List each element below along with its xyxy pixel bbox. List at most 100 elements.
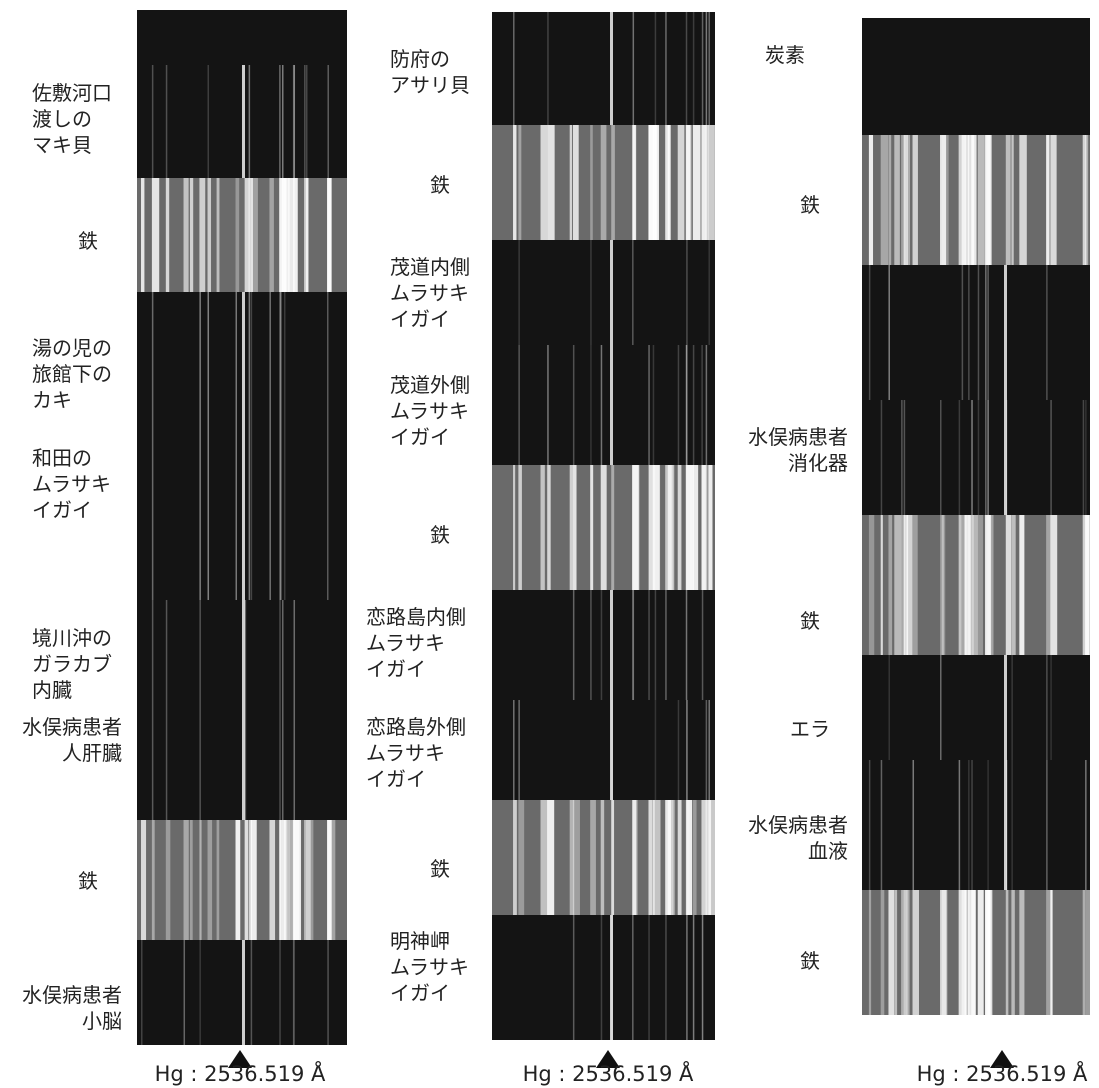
spectral-line bbox=[686, 800, 690, 915]
sample-label: 佐敷河口 渡しの マキ貝 bbox=[32, 80, 112, 158]
spectral-line bbox=[668, 465, 673, 590]
sample-label: 鉄 bbox=[400, 856, 480, 882]
spectral-line bbox=[686, 345, 688, 465]
spectral-line bbox=[888, 655, 890, 760]
spectral-line bbox=[904, 400, 906, 515]
spectral-line bbox=[304, 178, 306, 292]
spectral-line bbox=[959, 515, 962, 655]
spectral-line bbox=[570, 800, 575, 915]
spectral-line bbox=[962, 890, 967, 1015]
spectral-line bbox=[518, 345, 520, 465]
spectral-line bbox=[573, 345, 575, 465]
spectral-line bbox=[513, 12, 515, 125]
spectral-line bbox=[987, 760, 989, 890]
hg-line bbox=[610, 590, 613, 700]
spectral-line bbox=[655, 700, 657, 800]
spectral-line bbox=[869, 890, 871, 1015]
spectral-line bbox=[968, 760, 970, 890]
spectral-line bbox=[668, 125, 670, 240]
spectral-line bbox=[1011, 760, 1013, 890]
spectral-line bbox=[590, 800, 596, 915]
spectral-line bbox=[686, 465, 693, 590]
spectral-line bbox=[152, 292, 154, 600]
spectral-line bbox=[208, 178, 212, 292]
spectral-line bbox=[590, 590, 592, 700]
spectral-line bbox=[280, 820, 288, 940]
sample-label: 茂道内側 ムラサキ イガイ bbox=[390, 254, 470, 332]
spectral-line bbox=[279, 600, 281, 820]
caption: Hg : 2536.519 Å bbox=[892, 1062, 1099, 1086]
spectral-line bbox=[518, 800, 524, 915]
spectral-line bbox=[249, 65, 251, 178]
spectral-line bbox=[236, 292, 238, 600]
spectral-line bbox=[701, 800, 706, 915]
spectral-line bbox=[913, 515, 918, 655]
spectral-line bbox=[269, 820, 275, 940]
spectral-line bbox=[971, 890, 975, 1015]
spectral-line bbox=[513, 465, 515, 590]
sample-label: 水俣病患者 小脳 bbox=[22, 982, 122, 1034]
spectral-line bbox=[541, 125, 548, 240]
spectral-line bbox=[648, 915, 650, 1040]
spectral-line bbox=[971, 515, 978, 655]
spectral-line bbox=[686, 915, 688, 1040]
spectral-line bbox=[601, 125, 607, 240]
spectral-line bbox=[518, 240, 520, 345]
spectral-line bbox=[701, 345, 703, 465]
hg-line bbox=[610, 345, 613, 465]
spectral-line bbox=[1050, 515, 1057, 655]
spectral-line bbox=[611, 125, 615, 240]
spectral-line bbox=[978, 890, 984, 1015]
spectral-line bbox=[279, 940, 281, 1045]
spectral-line bbox=[249, 292, 251, 600]
spectral-line bbox=[601, 345, 603, 465]
spectral-line bbox=[590, 465, 593, 590]
spectral-line bbox=[152, 820, 155, 940]
spectral-line bbox=[152, 600, 154, 820]
spectral-line bbox=[978, 135, 985, 265]
spectral-line bbox=[590, 125, 593, 240]
spectral-line bbox=[940, 135, 946, 265]
spectral-line bbox=[959, 760, 961, 890]
sample-label: 境川沖の ガラカブ 内臓 bbox=[32, 625, 112, 703]
spectral-line bbox=[633, 12, 635, 125]
spectral-line bbox=[513, 125, 516, 240]
sample-label: 鉄 bbox=[770, 948, 850, 974]
spectral-line bbox=[236, 178, 240, 292]
spectral-line bbox=[245, 820, 248, 940]
spectral-line bbox=[907, 890, 910, 1015]
spectral-line bbox=[1083, 400, 1085, 515]
spectral-line bbox=[1085, 515, 1089, 655]
hg-line bbox=[610, 12, 613, 125]
spectral-line bbox=[881, 135, 888, 265]
spectral-line bbox=[282, 600, 284, 820]
spectral-line bbox=[570, 465, 577, 590]
spectral-line bbox=[269, 292, 271, 600]
spectral-line bbox=[208, 820, 213, 940]
spectral-line bbox=[570, 125, 572, 240]
spectral-line bbox=[547, 465, 550, 590]
spectral-line bbox=[648, 590, 650, 700]
spectral-line bbox=[706, 465, 713, 590]
spectral-line bbox=[152, 65, 154, 178]
hg-line bbox=[1004, 265, 1007, 400]
hg-line bbox=[1004, 655, 1007, 760]
spectral-line bbox=[962, 515, 967, 655]
spectral-line bbox=[869, 135, 873, 265]
spectral-line bbox=[251, 178, 258, 292]
spectral-line bbox=[306, 178, 308, 292]
spectral-line bbox=[294, 178, 298, 292]
spectral-line bbox=[649, 465, 655, 590]
spectral-line bbox=[678, 465, 682, 590]
spectral-line bbox=[708, 700, 710, 800]
spectral-line bbox=[708, 125, 714, 240]
spectral-line bbox=[601, 915, 603, 1040]
spectral-line bbox=[701, 125, 706, 240]
spectral-line bbox=[199, 820, 201, 940]
spectral-line bbox=[701, 465, 705, 590]
spectral-line bbox=[702, 915, 704, 1040]
spectral-line bbox=[199, 178, 205, 292]
spectral-line bbox=[199, 292, 201, 600]
sample-label: 明神岬 ムラサキ イガイ bbox=[390, 928, 469, 1006]
spectral-line bbox=[888, 515, 892, 655]
